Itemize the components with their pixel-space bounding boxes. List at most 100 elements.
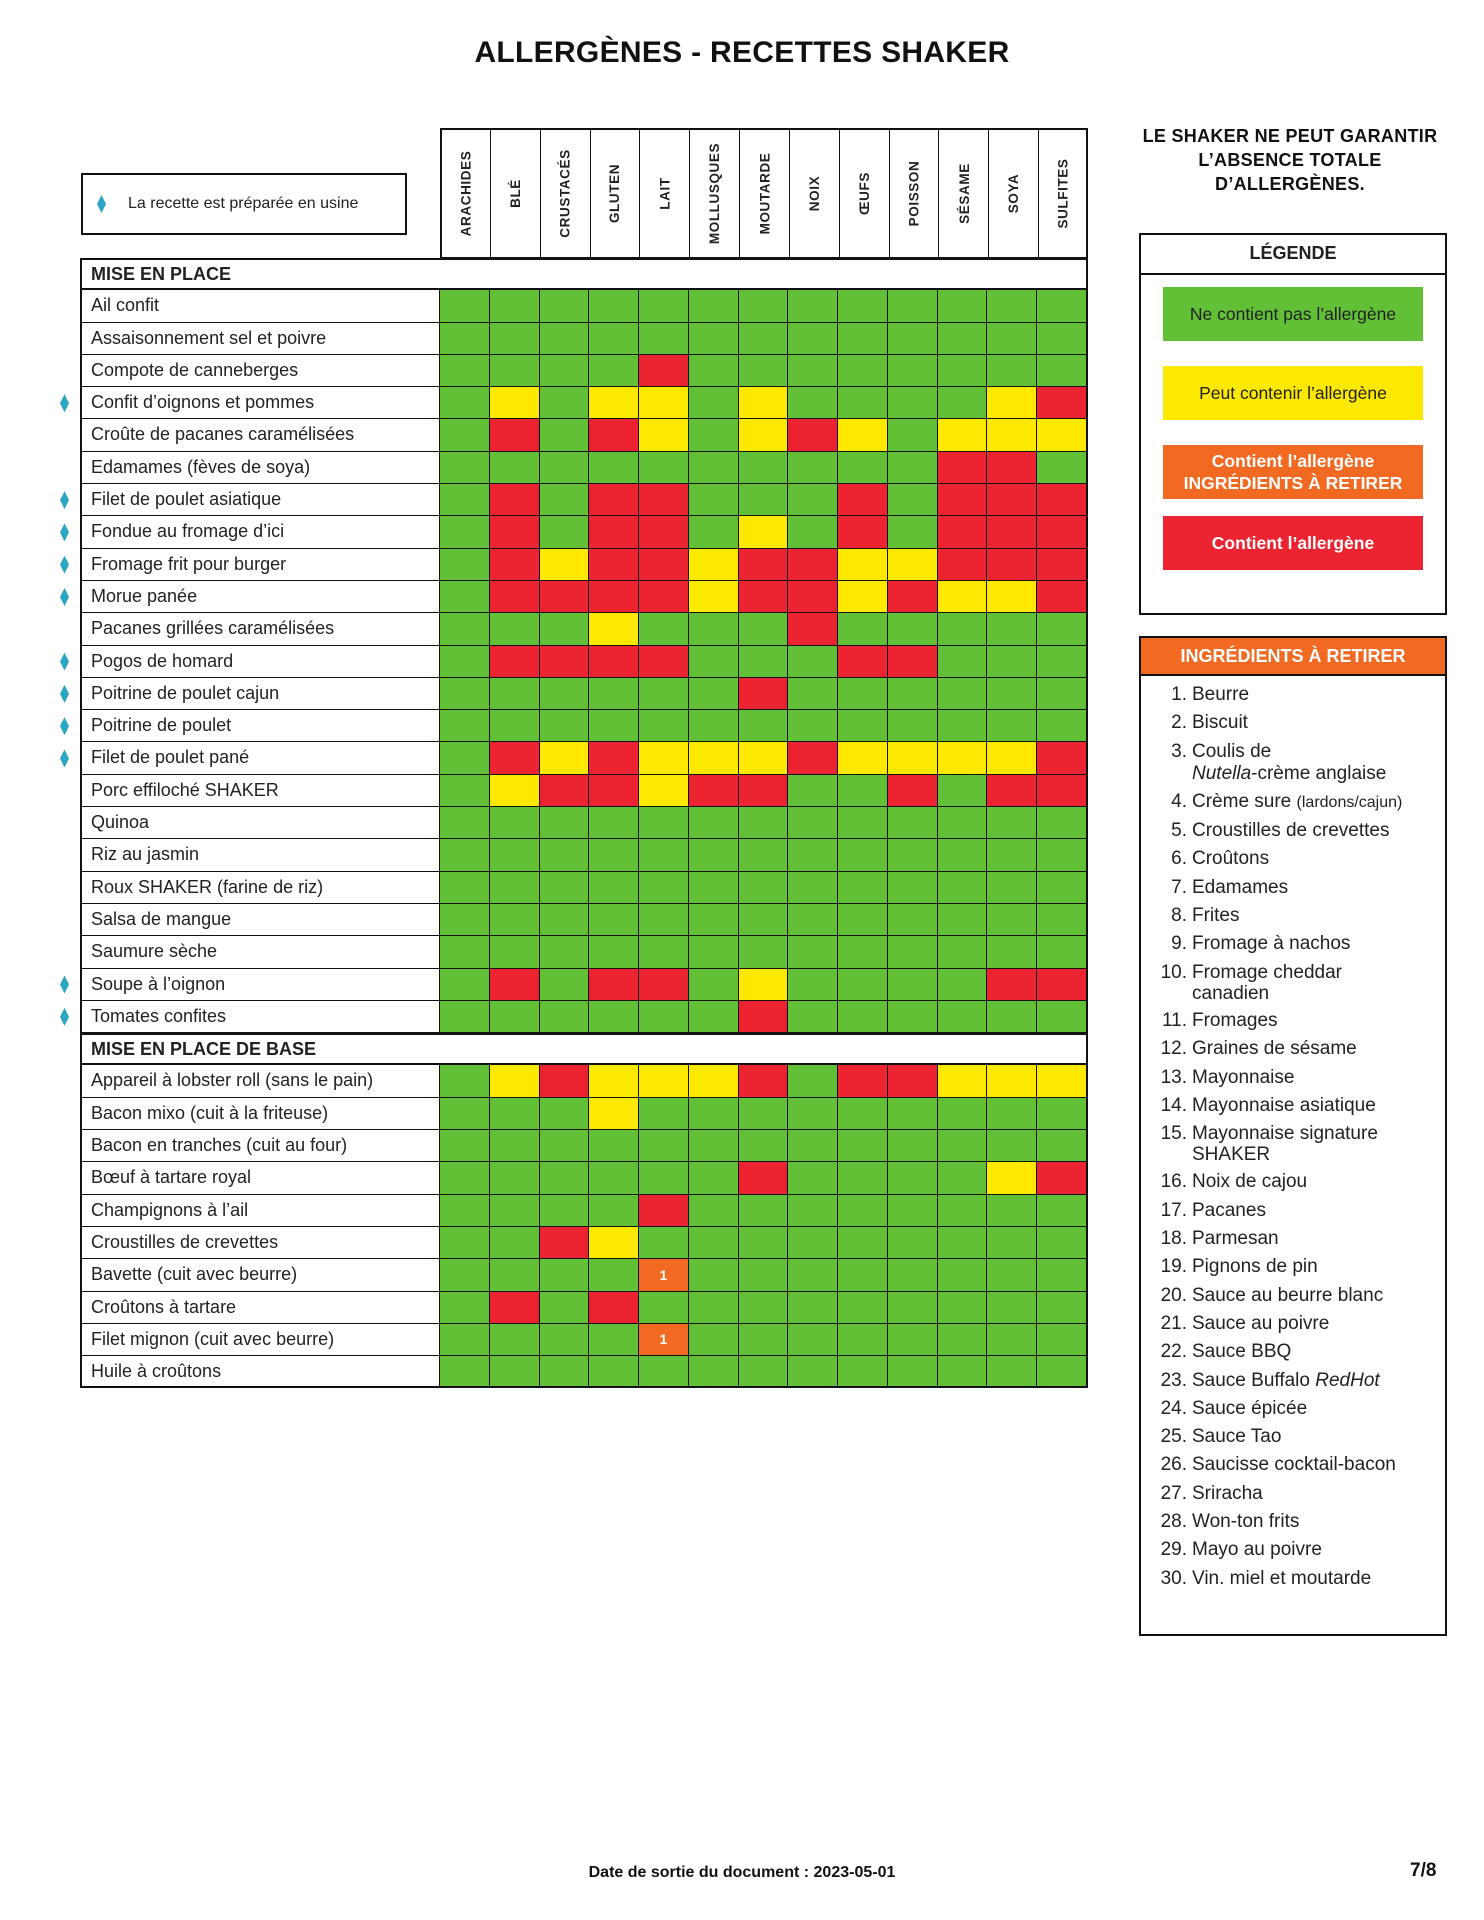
allergen-cell-gluten: [589, 1194, 640, 1227]
allergen-cell-blé: [489, 354, 540, 388]
column-header: SULFITES: [1038, 128, 1088, 258]
allergen-cell-poisson: [887, 1291, 938, 1324]
allergen-cell-soya: [987, 1065, 1038, 1098]
allergen-cell-sulfites: [1037, 1130, 1088, 1163]
recipe-row: Bavette (cuit avec beurre) 1: [80, 1259, 1088, 1292]
ingredient-item: 25. Sauce Tao: [1141, 1426, 1441, 1448]
allergen-cell-sulfites: [1037, 451, 1088, 485]
column-header: GLUTEN: [589, 128, 640, 258]
ingredient-text: Sauce au beurre blanc: [1192, 1285, 1441, 1307]
ingredient-number: 4.: [1171, 790, 1187, 812]
allergen-cell-poisson: [887, 936, 938, 969]
allergen-cell-arachides: [440, 484, 490, 517]
allergen-cell-crustacés: [539, 903, 590, 937]
recipe-name: Filet de poulet asiatique: [80, 484, 440, 517]
recipe-name: Assaisonnement sel et poivre: [80, 322, 440, 355]
allergen-cell-gluten: [589, 1097, 640, 1131]
recipe-row: Fromage frit pour burger: [60, 548, 1088, 581]
ingredient-note: (lardons/cajun): [1296, 793, 1403, 811]
allergen-cell-sulfites: [1037, 1194, 1088, 1227]
allergen-cell-sulfites: [1037, 807, 1088, 840]
recipe-name: Croûtons à tartare: [80, 1291, 440, 1324]
allergen-cell-sésame: [937, 1065, 988, 1098]
ingredient-brand: RedHot: [1315, 1369, 1380, 1391]
allergen-cell-poisson: [887, 742, 938, 775]
allergen-cell-poisson: [887, 1065, 938, 1098]
allergen-cell-moutarde: [738, 1356, 789, 1389]
allergen-cell-sésame: [937, 677, 988, 711]
recipe-name: Bœuf à tartare royal: [80, 1162, 440, 1195]
factory-legend-label: La recette est préparée en usine: [128, 195, 359, 212]
allergen-cell-noix: [788, 1194, 839, 1227]
allergen-cell-mollusques: [688, 516, 739, 549]
recipe-row: Tomates confites: [60, 1000, 1088, 1034]
allergen-cell-mollusques: [688, 645, 739, 678]
ingredient-text: Fromage cheddar canadien: [1192, 962, 1441, 1004]
ingredient-text: Pacanes: [1192, 1200, 1441, 1222]
ingredient-number: 27.: [1160, 1482, 1187, 1504]
allergen-cell-mollusques: [688, 1000, 739, 1034]
ingredient-text: Mayo au poivre: [1192, 1539, 1441, 1561]
allergen-cell-œufs: [838, 1226, 888, 1260]
ingredient-item: 2. Biscuit: [1141, 712, 1441, 734]
allergen-cell-noix: [788, 774, 839, 808]
allergen-cell-sésame: [937, 742, 988, 775]
ingredient-text: Mayonnaise signature SHAKER: [1192, 1123, 1441, 1165]
allergen-cell-poisson: [887, 516, 938, 549]
ingredient-label: Saucisse cocktail-bacon: [1192, 1454, 1396, 1476]
allergen-cell-sulfites: [1037, 387, 1088, 420]
allergen-cell-arachides: [440, 645, 490, 678]
allergen-cell-œufs: [838, 903, 888, 937]
allergen-cell-blé: [489, 548, 540, 581]
allergen-cell-gluten: [589, 742, 640, 775]
recipe-row: Filet de poulet asiatique: [60, 484, 1088, 517]
allergen-cell-mollusques: [688, 613, 739, 646]
ingredient-item: 24. Sauce épicée: [1141, 1398, 1441, 1420]
allergen-cell-mollusques: [688, 1226, 739, 1260]
allergen-cell-sésame: [937, 936, 988, 969]
allergen-cell-crustacés: [539, 1194, 590, 1227]
section-header: MISE EN PLACE DE BASE: [80, 1033, 1088, 1066]
ingredient-label: Croustilles de crevettes: [1192, 820, 1390, 842]
allergen-cell-crustacés: [539, 839, 590, 872]
recipe-row: Champignons à l’ail: [80, 1194, 1088, 1227]
allergen-cell-sésame: [937, 1194, 988, 1227]
allergen-cell-moutarde: [738, 322, 789, 355]
recipe-name: Fromage frit pour burger: [80, 548, 440, 581]
allergen-cell-lait: [639, 807, 689, 840]
allergen-cell-lait: [639, 774, 689, 808]
allergen-cell-gluten: [589, 580, 640, 614]
allergen-cell-crustacés: [539, 1259, 590, 1292]
recipe-row: Pacanes grillées caramélisées: [80, 613, 1088, 646]
allergen-cell-moutarde: [738, 677, 789, 711]
allergen-cell-poisson: [887, 451, 938, 485]
allergen-cell-sulfites: [1037, 1291, 1088, 1324]
allergen-cell-mollusques: [688, 903, 739, 937]
allergen-cell-blé: [489, 903, 540, 937]
ingredient-number: 3.: [1171, 740, 1187, 762]
allergen-cell-noix: [788, 354, 839, 388]
ingredient-number: 1.: [1171, 684, 1187, 705]
recipe-name: Huile à croûtons: [80, 1356, 440, 1389]
column-header: LAIT: [639, 128, 690, 258]
ingredient-item: 30. Vin. miel et moutarde: [1141, 1568, 1441, 1590]
recipe-row: Morue panée: [60, 580, 1088, 614]
allergen-cell-sulfites: [1037, 936, 1088, 969]
allergen-cell-crustacés: [539, 387, 590, 420]
allergen-cell-moutarde: [738, 613, 789, 646]
ingredient-number: 29.: [1160, 1539, 1187, 1561]
allergen-cell-gluten: [589, 1226, 640, 1260]
ingredient-number: 22.: [1160, 1341, 1187, 1363]
allergen-cell-noix: [788, 903, 839, 937]
allergen-cell-moutarde: [738, 839, 789, 872]
ingredient-text: Sauce épicée: [1192, 1398, 1441, 1420]
ingredient-item: 26. Saucisse cocktail-bacon: [1141, 1454, 1441, 1476]
allergen-cell-sésame: [937, 807, 988, 840]
allergen-cell-sulfites: [1037, 1162, 1088, 1195]
allergen-cell-mollusques: [688, 1162, 739, 1195]
allergen-cell-soya: [987, 1000, 1038, 1034]
section-header: MISE EN PLACE: [80, 258, 1088, 291]
ingredient-text: Saucisse cocktail-bacon: [1192, 1454, 1441, 1476]
ingredient-text: Beurre: [1192, 684, 1441, 706]
recipe-name: Saumure sèche: [80, 936, 440, 969]
